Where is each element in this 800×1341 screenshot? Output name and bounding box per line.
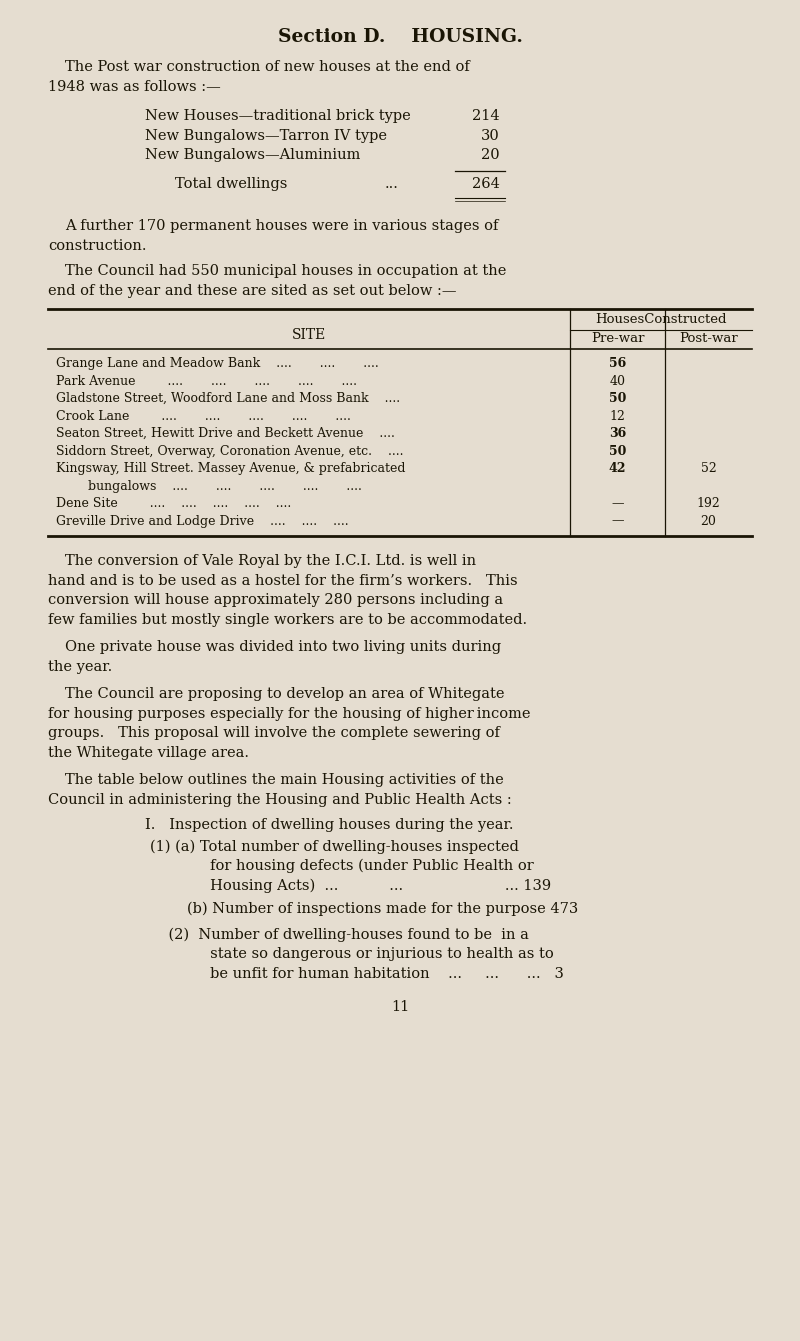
Text: 1948 was as follows :—: 1948 was as follows :— bbox=[48, 79, 221, 94]
Text: the year.: the year. bbox=[48, 660, 112, 673]
Text: Section D.    HOUSING.: Section D. HOUSING. bbox=[278, 28, 522, 46]
Text: 20: 20 bbox=[482, 148, 500, 162]
Text: —: — bbox=[611, 515, 624, 527]
Text: Council in administering the Housing and Public Health Acts :: Council in administering the Housing and… bbox=[48, 793, 512, 806]
Text: groups.   This proposal will involve the complete sewering of: groups. This proposal will involve the c… bbox=[48, 725, 500, 740]
Text: Greville Drive and Lodge Drive    ....    ....    ....: Greville Drive and Lodge Drive .... ....… bbox=[56, 515, 349, 527]
Text: end of the year and these are sited as set out below :—: end of the year and these are sited as s… bbox=[48, 283, 457, 298]
Text: for housing purposes especially for the housing of higher income: for housing purposes especially for the … bbox=[48, 707, 530, 720]
Text: Post-war: Post-war bbox=[679, 331, 738, 345]
Text: for housing defects (under Public Health or: for housing defects (under Public Health… bbox=[150, 860, 534, 873]
Text: New Houses—traditional brick type: New Houses—traditional brick type bbox=[145, 109, 410, 123]
Text: (b) Number of inspections made for the purpose 473: (b) Number of inspections made for the p… bbox=[150, 902, 578, 916]
Text: 11: 11 bbox=[391, 1000, 409, 1014]
Text: 214: 214 bbox=[472, 109, 500, 123]
Text: Housing Acts)  ...           ...                      ... 139: Housing Acts) ... ... ... 139 bbox=[150, 878, 551, 893]
Text: ...: ... bbox=[385, 177, 399, 190]
Text: 56: 56 bbox=[609, 357, 626, 370]
Text: 40: 40 bbox=[610, 374, 626, 388]
Text: conversion will house approximately 280 persons including a: conversion will house approximately 280 … bbox=[48, 593, 503, 607]
Text: (1) (a) Total number of dwelling-houses inspected: (1) (a) Total number of dwelling-houses … bbox=[150, 839, 519, 854]
Text: 12: 12 bbox=[610, 409, 626, 422]
Text: Dene Site        ....    ....    ....    ....    ....: Dene Site .... .... .... .... .... bbox=[56, 498, 291, 510]
Text: SITE: SITE bbox=[292, 327, 326, 342]
Text: 192: 192 bbox=[697, 498, 720, 510]
Text: Siddorn Street, Overway, Coronation Avenue, etc.    ....: Siddorn Street, Overway, Coronation Aven… bbox=[56, 444, 403, 457]
Text: New Bungalows—Aluminium: New Bungalows—Aluminium bbox=[145, 148, 360, 162]
Text: New Bungalows—Tarron IV type: New Bungalows—Tarron IV type bbox=[145, 129, 387, 142]
Text: A further 170 permanent houses were in various stages of: A further 170 permanent houses were in v… bbox=[65, 219, 498, 233]
Text: One private house was divided into two living units during: One private house was divided into two l… bbox=[65, 640, 501, 654]
Text: 52: 52 bbox=[701, 463, 716, 475]
Text: 264: 264 bbox=[472, 177, 500, 190]
Text: 50: 50 bbox=[609, 444, 626, 457]
Text: Total dwellings: Total dwellings bbox=[175, 177, 287, 190]
Text: Grange Lane and Meadow Bank    ....       ....       ....: Grange Lane and Meadow Bank .... .... ..… bbox=[56, 357, 378, 370]
Text: 36: 36 bbox=[609, 426, 626, 440]
Text: —: — bbox=[611, 498, 624, 510]
Text: The Council are proposing to develop an area of Whitegate: The Council are proposing to develop an … bbox=[65, 687, 505, 701]
Text: 20: 20 bbox=[701, 515, 717, 527]
Text: (2)  Number of dwelling-houses found to be  in a: (2) Number of dwelling-houses found to b… bbox=[150, 928, 529, 941]
Text: the Whitegate village area.: the Whitegate village area. bbox=[48, 746, 249, 759]
Text: few families but mostly single workers are to be accommodated.: few families but mostly single workers a… bbox=[48, 613, 527, 626]
Text: state so dangerous or injurious to health as to: state so dangerous or injurious to healt… bbox=[150, 947, 554, 961]
Text: The Council had 550 municipal houses in occupation at the: The Council had 550 municipal houses in … bbox=[65, 264, 506, 278]
Text: 42: 42 bbox=[609, 463, 626, 475]
Text: Seaton Street, Hewitt Drive and Beckett Avenue    ....: Seaton Street, Hewitt Drive and Beckett … bbox=[56, 426, 395, 440]
Text: Kingsway, Hill Street. Massey Avenue, & prefabricated: Kingsway, Hill Street. Massey Avenue, & … bbox=[56, 463, 406, 475]
Text: hand and is to be used as a hostel for the firm’s workers.   This: hand and is to be used as a hostel for t… bbox=[48, 574, 518, 587]
Text: The Post war construction of new houses at the end of: The Post war construction of new houses … bbox=[65, 60, 470, 74]
Text: The table below outlines the main Housing activities of the: The table below outlines the main Housin… bbox=[65, 772, 504, 787]
Text: I.   Inspection of dwelling houses during the year.: I. Inspection of dwelling houses during … bbox=[145, 818, 514, 831]
Text: The conversion of Vale Royal by the I.C.I. Ltd. is well in: The conversion of Vale Royal by the I.C.… bbox=[65, 554, 476, 569]
Text: Park Avenue        ....       ....       ....       ....       ....: Park Avenue .... .... .... .... .... bbox=[56, 374, 357, 388]
Text: be unfit for human habitation    ...     ...      ...   3: be unfit for human habitation ... ... ..… bbox=[150, 967, 564, 980]
Text: 30: 30 bbox=[482, 129, 500, 142]
Text: Pre-war: Pre-war bbox=[590, 331, 644, 345]
Text: Gladstone Street, Woodford Lane and Moss Bank    ....: Gladstone Street, Woodford Lane and Moss… bbox=[56, 392, 400, 405]
Text: Crook Lane        ....       ....       ....       ....       ....: Crook Lane .... .... .... .... .... bbox=[56, 409, 351, 422]
Text: construction.: construction. bbox=[48, 239, 146, 252]
Text: HousesConstructed: HousesConstructed bbox=[595, 312, 726, 326]
Text: 50: 50 bbox=[609, 392, 626, 405]
Text: bungalows    ....       ....       ....       ....       ....: bungalows .... .... .... .... .... bbox=[56, 480, 362, 492]
